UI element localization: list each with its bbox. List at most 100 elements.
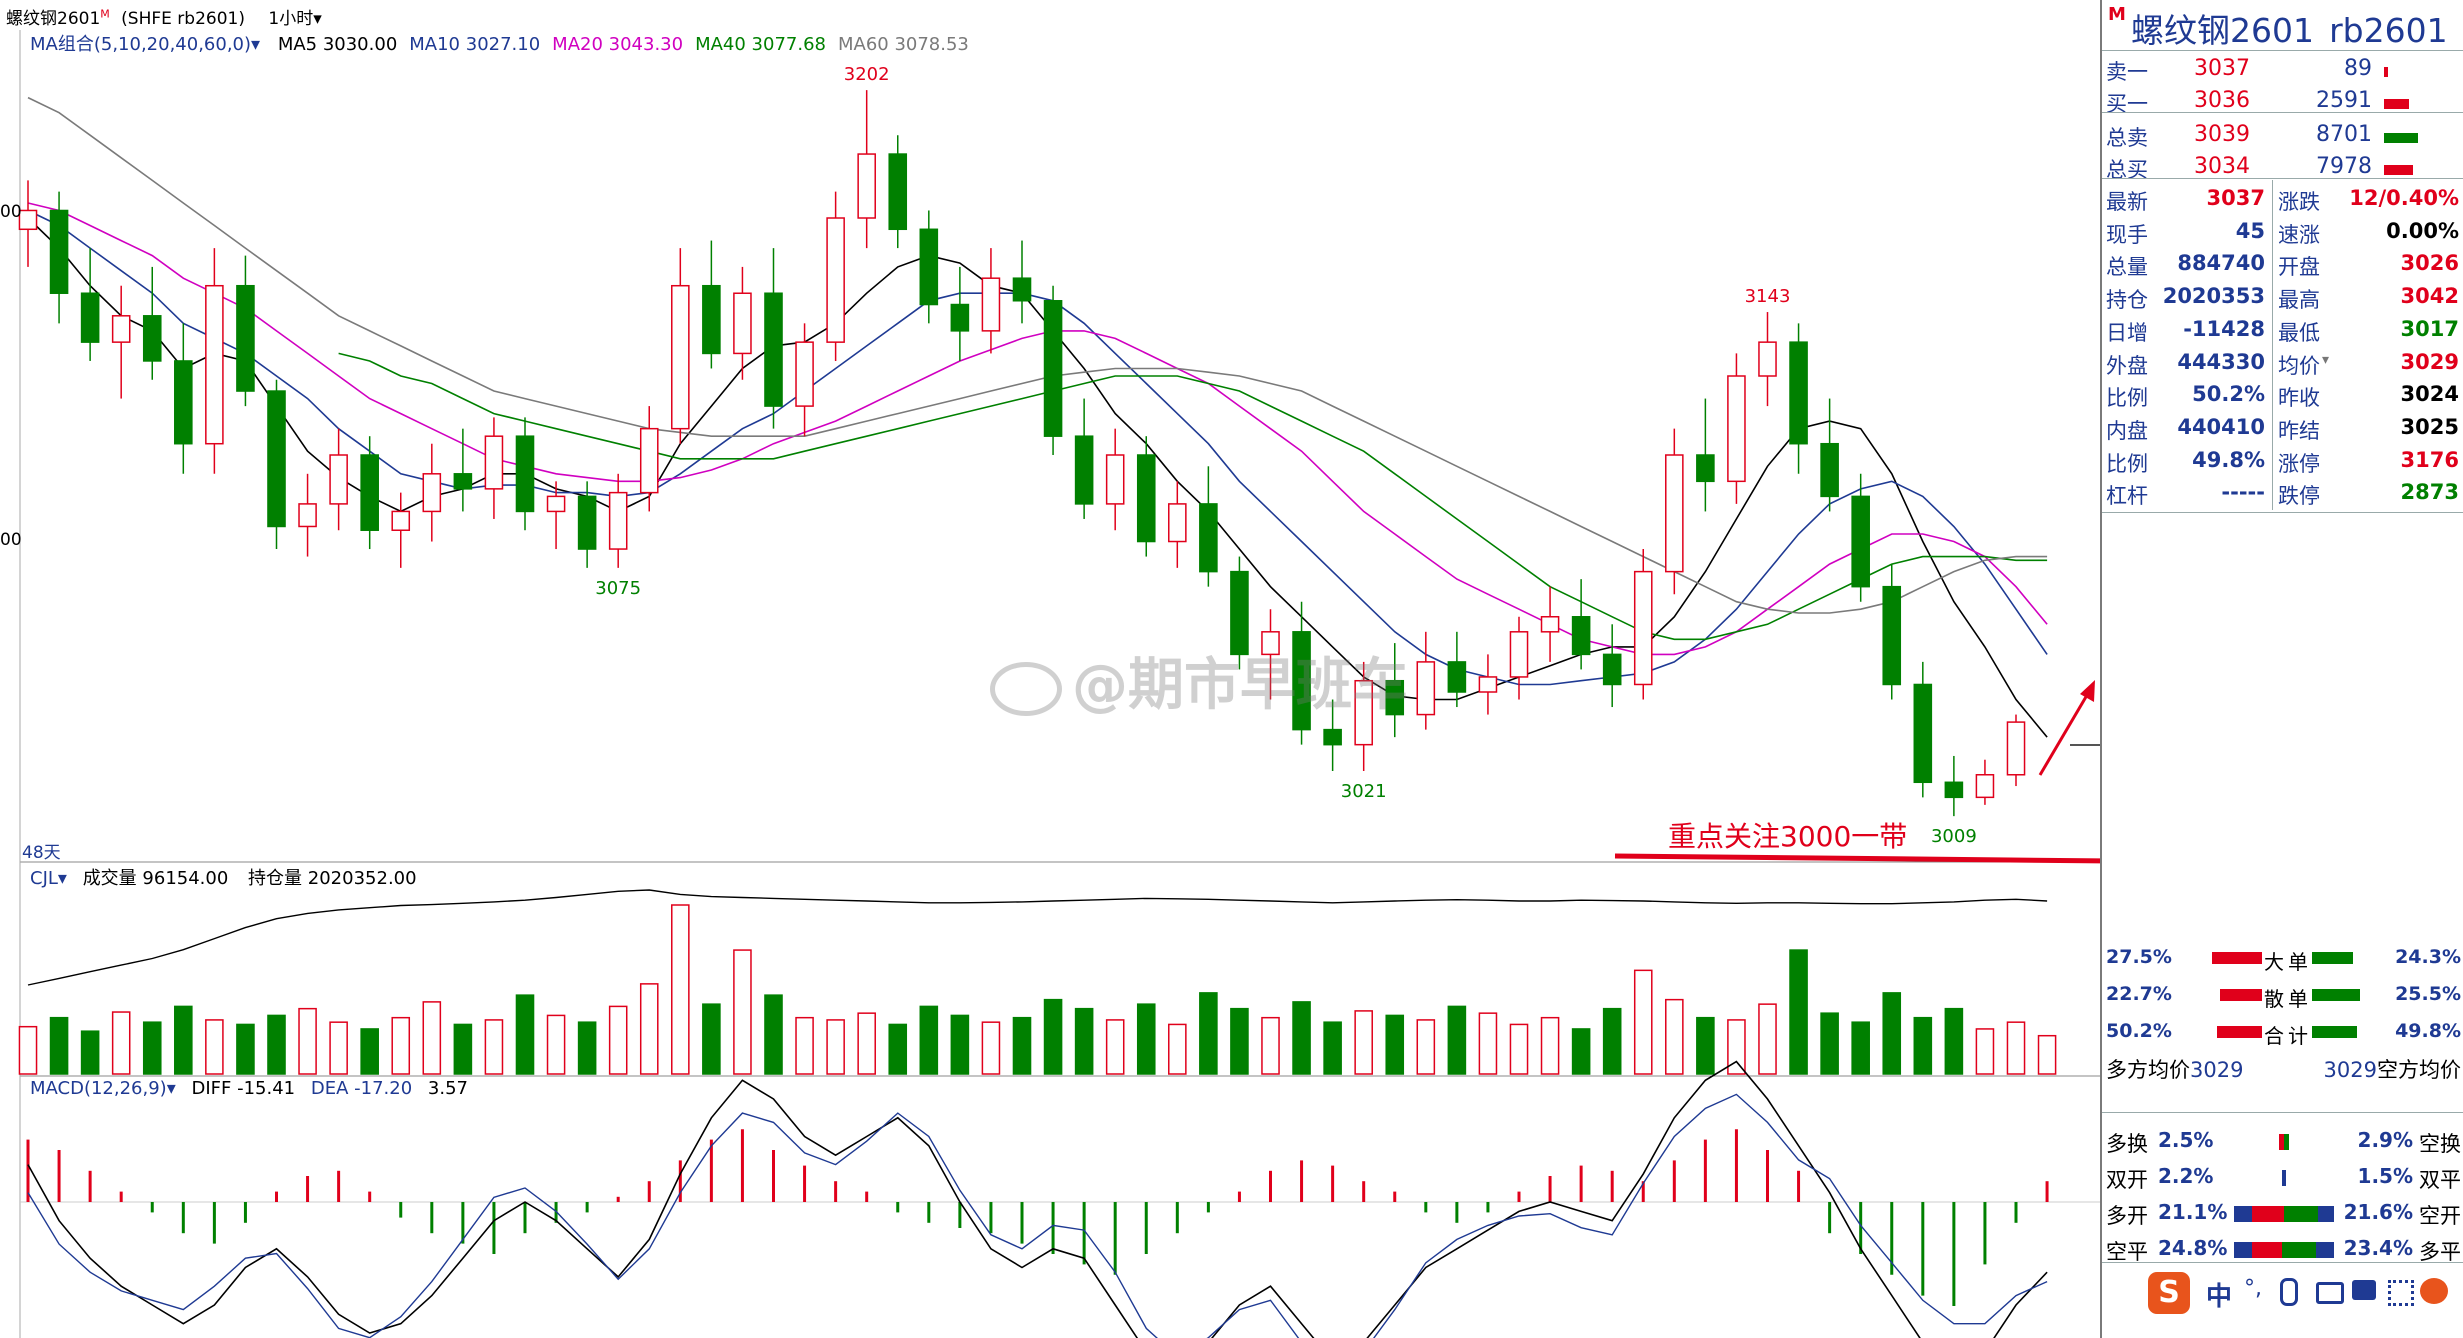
candle-8 <box>236 255 255 407</box>
panel-title: M 螺纹钢2601 rb2601 <box>2108 4 2448 52</box>
volume-bar-66 <box>2037 1034 2057 1075</box>
ma-legend-item-1: MA5 3030.00 <box>277 34 398 55</box>
volume-bar-29 <box>888 1023 908 1075</box>
candle-30 <box>919 210 939 324</box>
candle-1 <box>18 180 38 267</box>
volume-bar-48 <box>1478 1012 1498 1075</box>
macd-value: 3.57 <box>427 1078 468 1099</box>
candle-3 <box>80 248 100 361</box>
ma-line-ma60 <box>27 96 2048 614</box>
volume-dropdown-icon[interactable]: ▾ <box>57 868 67 889</box>
ob-price: 3034 <box>2194 154 2250 179</box>
ime-toolbar[interactable]: S 中 °, <box>2140 1270 2460 1320</box>
ime-chinese-mode[interactable]: 中 <box>2206 1282 2233 1312</box>
macd-diff: DIFF -15.41 <box>191 1078 296 1099</box>
candle-65 <box>2006 714 2026 787</box>
candle-9 <box>267 379 286 550</box>
macd-chart <box>20 1060 2100 1338</box>
quote-value-right: 3176 <box>2400 447 2459 472</box>
candle-15 <box>453 428 473 512</box>
quote-label: 内盘 <box>2106 418 2148 443</box>
annotation-3075: 3075 <box>595 578 641 599</box>
volume-bar-46 <box>1416 1019 1436 1075</box>
trade-label-right: 空开 <box>2419 1204 2461 1228</box>
volume-label: 成交量 <box>82 868 137 889</box>
ma-line-ma10 <box>27 209 2048 686</box>
volume-bar-64 <box>1975 1028 1995 1075</box>
candle-2 <box>49 191 69 324</box>
trade-bar-seg <box>2282 1170 2286 1186</box>
ob-label: 卖一 <box>2106 60 2148 84</box>
ob-bar <box>2384 165 2413 175</box>
trade-label-right: 空换 <box>2419 1132 2461 1156</box>
volume-bar-20 <box>608 1005 628 1075</box>
ma-group-selector[interactable]: MA组合(5,10,20,40,60,0) <box>30 34 252 55</box>
flow-green-bar <box>2312 1026 2357 1038</box>
support-line <box>1614 853 2100 864</box>
candle-53 <box>1633 549 1653 700</box>
volume-bar-25 <box>764 994 783 1075</box>
trade-value-right: 23.4% <box>2343 1236 2413 1260</box>
volume-bar-44 <box>1354 1010 1373 1075</box>
trade-label-right: 多平 <box>2419 1240 2461 1264</box>
microphone-icon[interactable] <box>2280 1278 2298 1306</box>
volume-bar-49 <box>1509 1023 1529 1075</box>
ob-label: 买一 <box>2106 92 2148 116</box>
chart-area[interactable]: 螺纹钢2601M (SHFE rb2601) 1小时▾ MA组合(5,10,20… <box>0 0 2100 1338</box>
quote-panel: M 螺纹钢2601 rb2601 卖一 3037 89 买一 3036 2591 总卖 303… <box>2100 0 2463 1338</box>
macd-dropdown-icon[interactable]: ▾ <box>166 1078 176 1099</box>
trade-value-right: 2.9% <box>2357 1128 2413 1152</box>
volume-bar-14 <box>422 1001 442 1075</box>
flow-label: 合计 <box>2264 1024 2312 1048</box>
flow-left-value: 22.7% <box>2106 983 2172 1005</box>
period-selector[interactable]: 1小时 <box>268 9 314 29</box>
ime-punct-mode[interactable]: °, <box>2244 1276 2262 1301</box>
volume-bar-60 <box>1851 1021 1870 1075</box>
keyboard-icon[interactable] <box>2316 1282 2344 1304</box>
volume-bar-40 <box>1230 1007 1249 1075</box>
ma-dropdown-icon[interactable]: ▾ <box>251 34 261 55</box>
volume-value: 96154.00 <box>142 868 229 889</box>
candle-38 <box>1168 481 1187 568</box>
candle-63 <box>1944 755 1964 817</box>
volume-bar-9 <box>267 1014 286 1075</box>
trade-value-left: 24.8% <box>2158 1236 2228 1260</box>
trade-bar-seg <box>2234 1206 2252 1222</box>
macd-diff-line <box>27 1060 2048 1338</box>
chart-title: 螺纹钢2601M (SHFE rb2601) 1小时▾ <box>6 4 322 29</box>
volume-bar-47 <box>1447 1005 1467 1075</box>
trade-label-left: 多换 <box>2106 1132 2148 1156</box>
candle-64 <box>1975 759 1995 805</box>
quote-label-right: 最高 <box>2278 288 2320 313</box>
candle-43 <box>1323 699 1342 771</box>
quote-label: 比例 <box>2106 386 2148 411</box>
volume-bar-50 <box>1540 1016 1560 1075</box>
ob-label: 总卖 <box>2106 126 2148 150</box>
volume-bar-5 <box>142 1021 162 1075</box>
quote-label-right: 跌停 <box>2278 484 2320 509</box>
junjia-dropdown-icon[interactable]: ▾ <box>2322 351 2330 368</box>
price-tick-1: 00 <box>0 202 22 222</box>
avg-bull-value: 3029 <box>2190 1058 2244 1082</box>
volume-bar-54 <box>1665 998 1684 1075</box>
candle-25 <box>764 248 783 429</box>
volume-bar-33 <box>1012 1016 1032 1075</box>
skin-icon[interactable] <box>2352 1280 2376 1300</box>
candle-46 <box>1416 631 1436 730</box>
quote-value: 444330 <box>2177 349 2265 374</box>
quote-label-right: 涨跌 <box>2278 190 2320 214</box>
quote-value-right: 3042 <box>2400 284 2459 309</box>
volume-bar-3 <box>80 1030 100 1075</box>
toolbox-icon[interactable] <box>2388 1280 2414 1306</box>
mascot-icon[interactable] <box>2420 1278 2448 1304</box>
period-dropdown-icon[interactable]: ▾ <box>313 9 322 29</box>
candle-41 <box>1261 609 1280 700</box>
flow-label: 散单 <box>2264 987 2312 1011</box>
candle-48 <box>1478 654 1498 715</box>
macd-indicator-selector[interactable]: MACD(12,26,9) <box>30 1078 167 1099</box>
candle-35 <box>1074 398 1094 519</box>
volume-bar-6 <box>174 1005 193 1075</box>
macd-dea-line <box>27 1093 2048 1338</box>
sogou-logo-icon[interactable]: S <box>2148 1272 2190 1314</box>
volume-indicator-selector[interactable]: CJL <box>30 868 58 889</box>
